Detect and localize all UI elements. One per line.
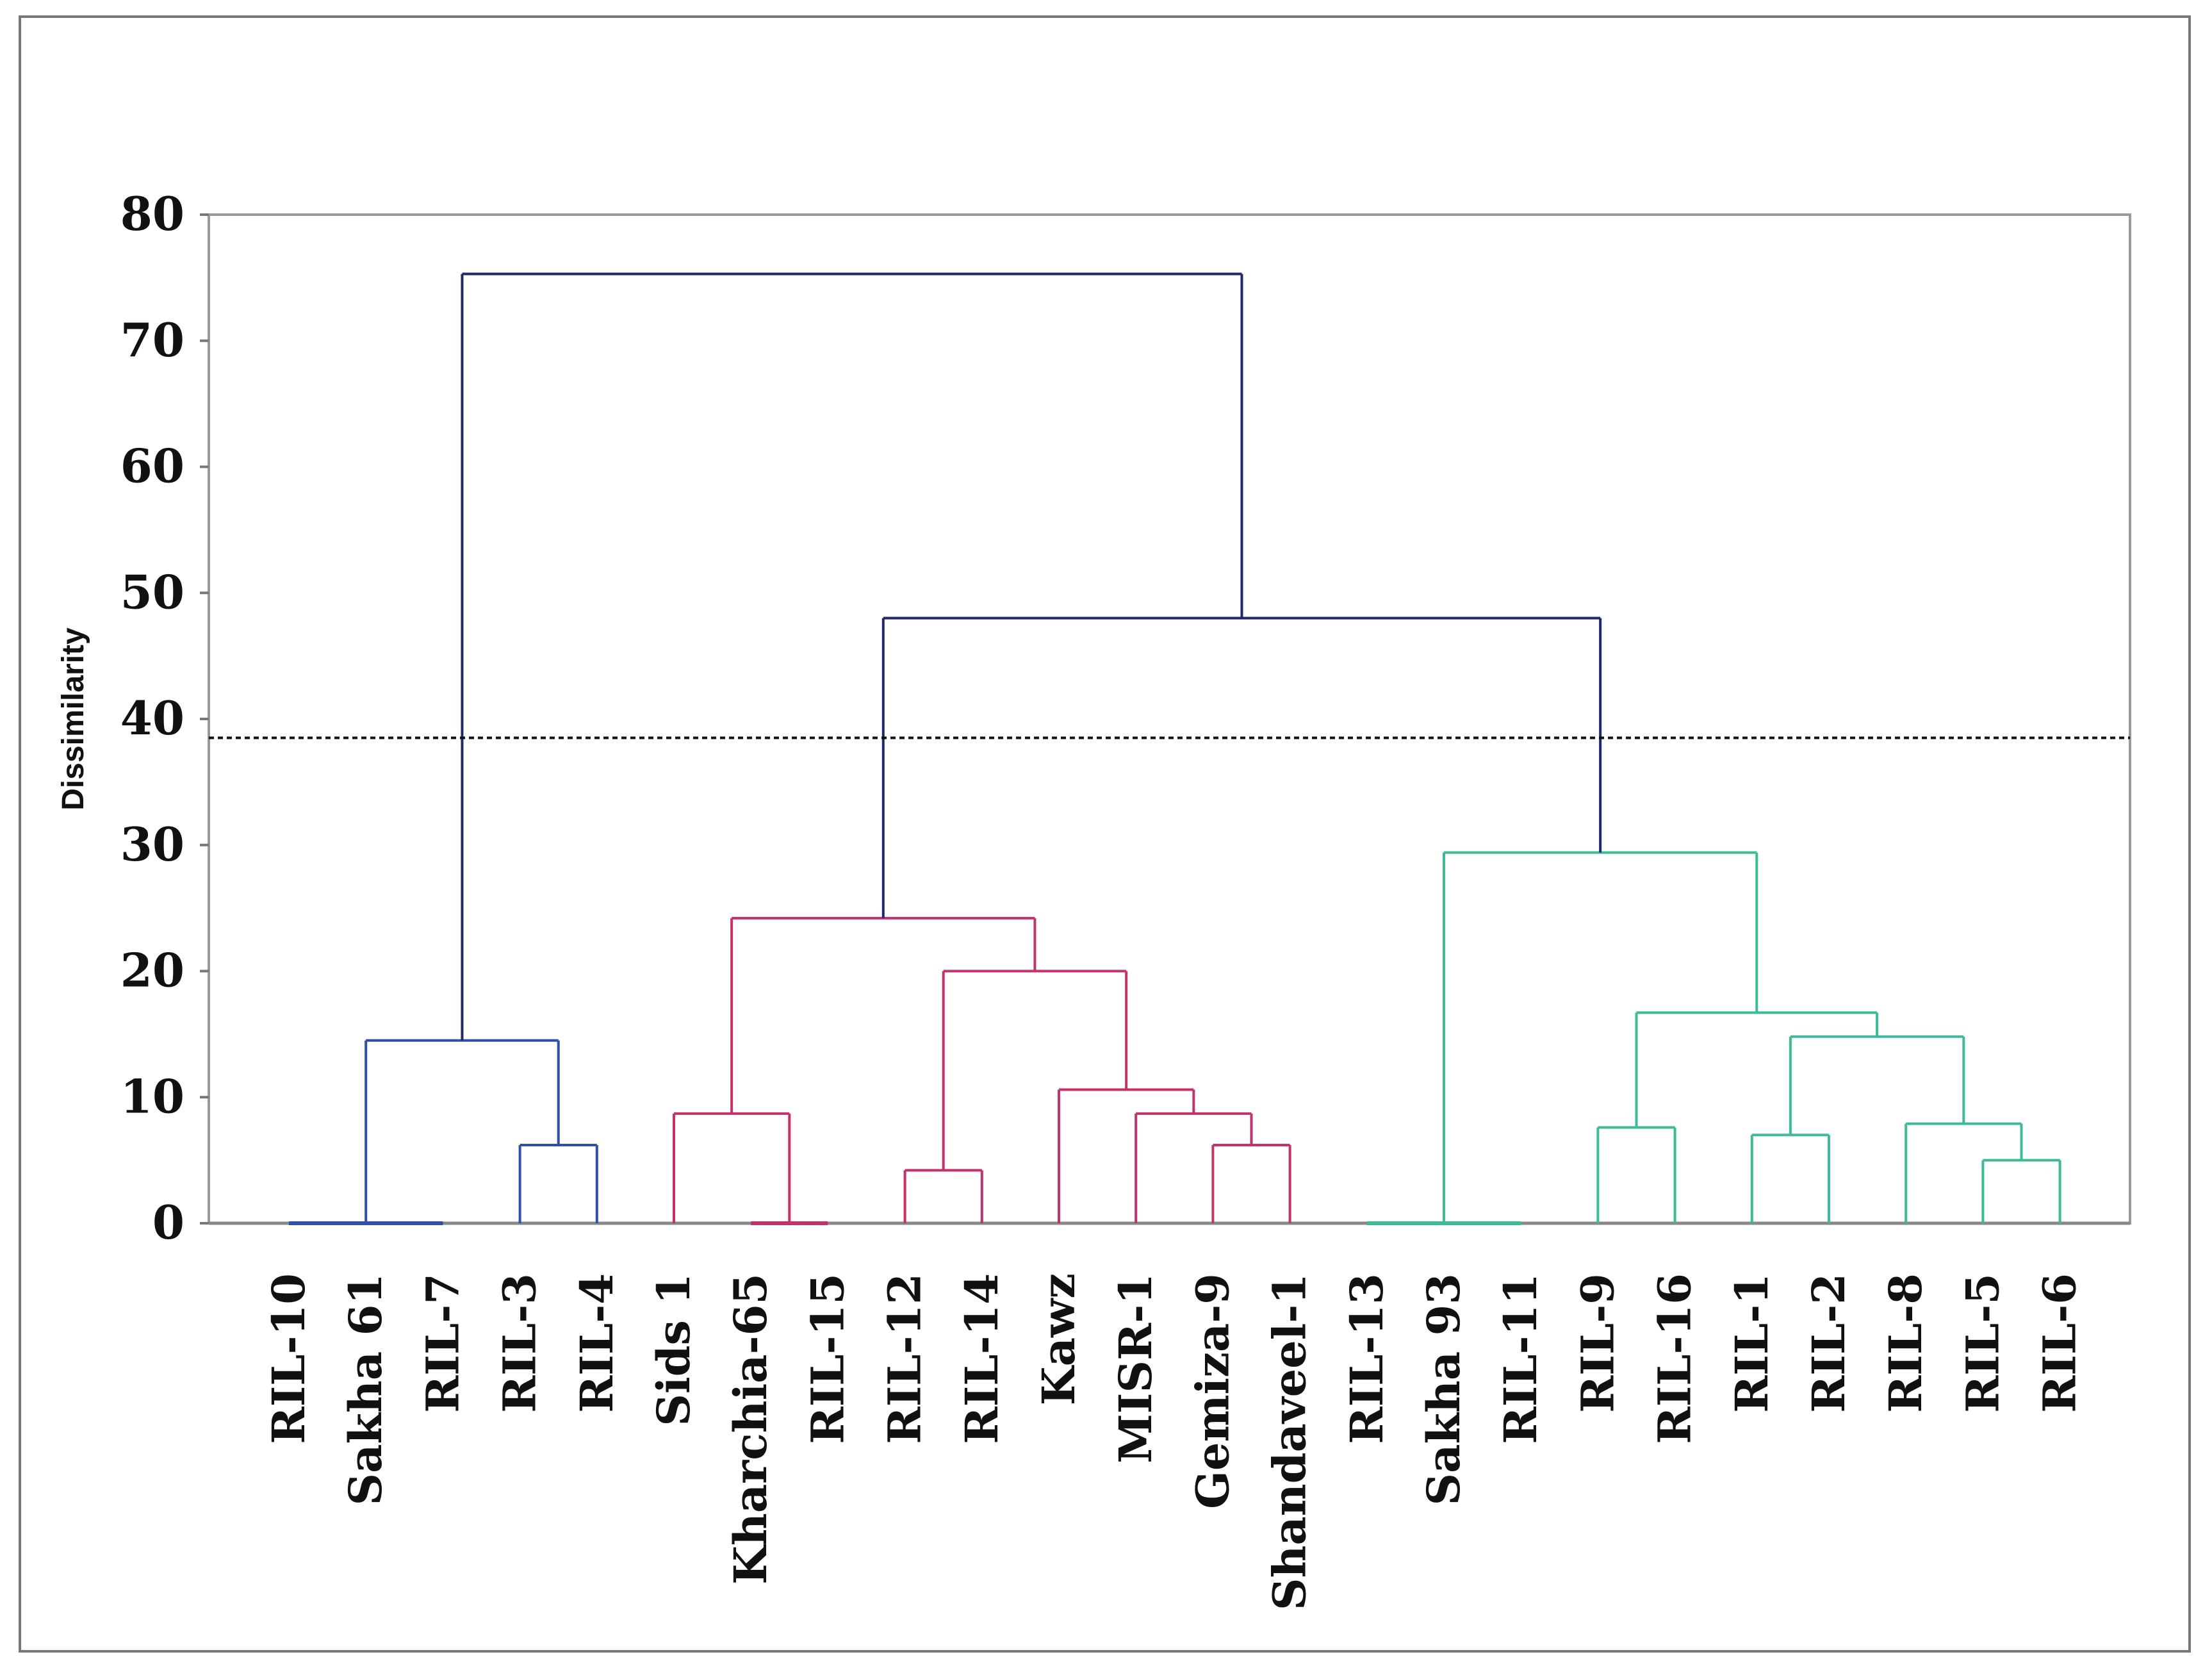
leaf-label: RIL-1 — [1725, 1273, 1778, 1413]
y-tick-label: 0 — [152, 1195, 184, 1250]
plot-area — [208, 213, 2131, 1225]
y-tick-label: 50 — [120, 565, 184, 619]
leaf-label: RIL-6 — [2033, 1273, 2086, 1413]
leaf-label: Kharchia-65 — [724, 1273, 777, 1585]
y-tick-label: 30 — [120, 817, 184, 871]
leaf-label: RIL-11 — [1494, 1273, 1547, 1444]
leaf-label: RIL-9 — [1571, 1273, 1624, 1413]
y-tick-label: 40 — [120, 691, 184, 745]
outer-frame — [19, 15, 2191, 1653]
leaf-label: RIL-4 — [570, 1273, 623, 1413]
leaf-label: RIL-10 — [262, 1273, 315, 1444]
y-tick-label: 70 — [120, 313, 184, 367]
y-axis-label: Dissimilarity — [56, 627, 90, 811]
leaf-label: Sakha 61 — [339, 1273, 392, 1505]
y-tick-label: 60 — [120, 439, 184, 493]
leaf-label: Kawz — [1032, 1273, 1085, 1405]
y-tick-label: 10 — [120, 1069, 184, 1123]
leaf-label: RIL-14 — [955, 1273, 1008, 1444]
leaf-label: RIL-13 — [1340, 1273, 1393, 1444]
leaf-label: RIL-8 — [1879, 1273, 1932, 1413]
leaf-label: RIL-5 — [1956, 1273, 2009, 1413]
y-tick-label: 20 — [120, 943, 184, 998]
leaf-label: RIL-2 — [1802, 1273, 1855, 1413]
leaf-label: RIL-3 — [493, 1273, 546, 1413]
leaf-label: RIL-15 — [801, 1273, 854, 1444]
leaf-label: MISR-1 — [1109, 1273, 1162, 1464]
leaf-label: Sids 1 — [647, 1273, 700, 1426]
leaf-label: RIL-16 — [1648, 1273, 1701, 1444]
leaf-label: RIL-12 — [878, 1273, 931, 1444]
leaf-label: Sakha 93 — [1417, 1273, 1470, 1505]
leaf-label: RIL-7 — [416, 1273, 469, 1413]
y-tick-label: 80 — [120, 186, 184, 241]
leaf-label: Gemiza-9 — [1186, 1273, 1239, 1509]
leaf-label: Shandaveel-1 — [1263, 1273, 1316, 1610]
